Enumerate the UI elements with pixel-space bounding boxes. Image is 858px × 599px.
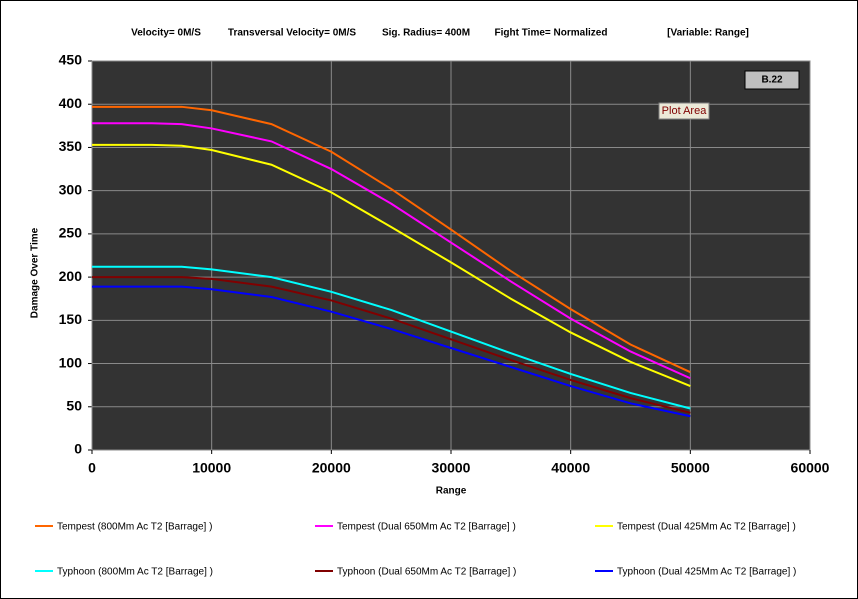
y-tick-label: 300: [59, 181, 83, 197]
y-tick-label: 150: [59, 311, 83, 327]
x-tick-label: 0: [88, 460, 96, 476]
legend-label: Typhoon (Dual 425Mm Ac T2 [Barrage] ): [617, 567, 796, 578]
tooltip-box: [658, 102, 710, 120]
header: Velocity= 0M/S Transversal Velocity= 0M/S…: [131, 28, 749, 39]
legend-label: Typhoon (Dual 650Mm Ac T2 [Barrage] ): [337, 567, 516, 578]
series-line: [92, 276, 691, 414]
y-tick-label: 50: [66, 397, 82, 413]
y-tick-label: 200: [59, 268, 83, 284]
y-tick-label: 400: [59, 95, 83, 111]
legend-label: Tempest (800Mm Ac T2 [Barrage] ): [57, 522, 212, 533]
x-tick-label: 30000: [432, 460, 471, 476]
legend-label: Typhoon (800Mm Ac T2 [Barrage] ): [57, 567, 213, 578]
x-tick-label: 40000: [551, 460, 590, 476]
x-axis-title: Range: [436, 486, 467, 497]
series-line: [92, 143, 691, 387]
header-item: Transversal Velocity= 0M/S: [228, 28, 356, 39]
y-axis-title: Damage Over Time: [30, 227, 41, 318]
header-item: Fight Time= Normalized: [495, 28, 608, 39]
series-line: [92, 105, 691, 374]
series-line: [92, 265, 691, 410]
box-label: B.22: [761, 75, 783, 86]
y-tick-label: 100: [59, 354, 83, 370]
y-tick-label: 450: [59, 52, 83, 68]
legend-label: Tempest (Dual 425Mm Ac T2 [Barrage] ): [617, 522, 796, 533]
legend-label: Tempest (Dual 650Mm Ac T2 [Barrage] ): [337, 522, 516, 533]
x-tick-label: 10000: [192, 460, 231, 476]
grid: 0 50 100 150 200 250 300 350 400 450 0 10000 20000 30…: [59, 52, 830, 476]
header-item: Sig. Radius= 400M: [382, 28, 470, 39]
series-line: [92, 285, 691, 418]
x-tick-label: 50000: [671, 460, 710, 476]
y-tick-label: 250: [59, 225, 83, 241]
header-item: [Variable: Range]: [667, 28, 749, 39]
tooltip-label: Plot Area: [662, 105, 708, 117]
legend: Tempest (800Mm Ac T2 [Barrage] ) Tempest …: [35, 522, 796, 578]
series-line: [92, 122, 691, 380]
y-tick-label: 0: [74, 441, 82, 457]
y-tick-label: 350: [59, 138, 83, 154]
label-box: [744, 70, 800, 90]
series-lines: [92, 105, 691, 418]
header-item: Velocity= 0M/S: [131, 28, 201, 39]
x-tick-label: 60000: [791, 460, 830, 476]
x-tick-label: 20000: [312, 460, 351, 476]
